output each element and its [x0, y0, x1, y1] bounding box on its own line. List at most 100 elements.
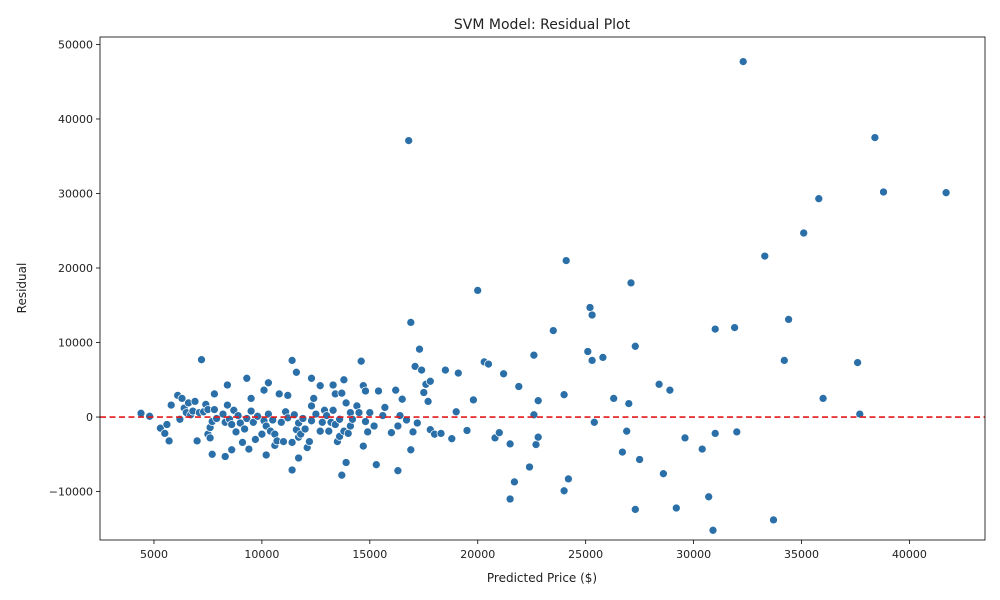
data-point: [406, 445, 416, 455]
data-point: [510, 477, 519, 487]
data-point: [704, 492, 714, 502]
data-point: [328, 380, 338, 390]
data-point: [665, 385, 675, 395]
data-point: [240, 424, 249, 434]
data-point: [587, 310, 597, 320]
data-point: [598, 353, 608, 362]
data-point: [533, 432, 543, 442]
data-points: [136, 57, 951, 535]
data-point: [525, 462, 534, 472]
data-point: [710, 429, 720, 438]
data-point: [371, 460, 381, 470]
data-point: [166, 400, 176, 410]
data-point: [300, 424, 310, 434]
data-point: [311, 409, 321, 419]
data-point: [654, 379, 664, 389]
data-point: [307, 401, 316, 411]
data-point: [585, 303, 595, 312]
data-point: [436, 429, 446, 438]
data-point: [404, 136, 414, 145]
x-axis-title: Predicted Price ($): [487, 571, 597, 585]
data-point: [337, 388, 347, 398]
data-point: [307, 373, 316, 383]
data-point: [587, 356, 597, 365]
data-point: [514, 382, 524, 391]
data-point: [533, 396, 543, 406]
x-tick-label: 25000: [568, 548, 603, 561]
x-tick-label: 15000: [352, 548, 387, 561]
data-point: [548, 326, 558, 335]
data-point: [235, 418, 245, 428]
data-point: [292, 367, 301, 377]
x-tick-label: 10000: [244, 548, 279, 561]
data-point: [246, 406, 256, 416]
data-point: [369, 421, 379, 431]
data-point: [164, 436, 174, 446]
data-point: [223, 400, 232, 410]
data-point: [246, 394, 256, 403]
data-point: [248, 417, 258, 427]
data-point: [268, 415, 278, 425]
data-point: [287, 438, 297, 447]
data-point: [618, 447, 627, 457]
data-point: [374, 386, 383, 396]
data-point: [410, 362, 420, 371]
data-point: [264, 378, 273, 388]
data-point: [870, 133, 880, 142]
data-point: [257, 429, 267, 439]
y-tick-label: 40000: [58, 113, 93, 126]
data-point: [218, 409, 228, 419]
data-point: [529, 350, 539, 360]
data-point: [441, 365, 450, 375]
data-point: [328, 405, 338, 415]
data-point: [343, 429, 353, 438]
data-point: [708, 525, 718, 535]
data-point: [624, 399, 634, 408]
data-point: [287, 356, 297, 365]
data-point: [276, 417, 286, 427]
data-point: [341, 398, 351, 408]
data-point: [626, 278, 636, 288]
data-point: [207, 449, 217, 459]
data-point: [223, 380, 232, 390]
data-point: [283, 391, 293, 400]
data-point: [505, 439, 515, 449]
data-point: [451, 407, 461, 417]
data-point: [227, 445, 237, 455]
data-point: [393, 421, 403, 431]
data-point: [779, 356, 789, 365]
data-point: [387, 428, 396, 438]
data-point: [769, 515, 778, 525]
data-point: [494, 428, 504, 438]
data-point: [317, 417, 327, 427]
x-tick-label: 40000: [892, 548, 927, 561]
y-tick-label: 10000: [58, 337, 93, 350]
y-tick-label: 50000: [58, 38, 93, 51]
y-tick-label: 30000: [58, 187, 93, 200]
data-point: [738, 57, 748, 66]
data-point: [499, 369, 508, 379]
data-point: [190, 397, 200, 406]
data-point: [697, 444, 707, 454]
data-point: [251, 435, 260, 444]
data-point: [365, 408, 375, 417]
data-point: [378, 411, 388, 420]
data-point: [531, 440, 541, 449]
data-point: [469, 395, 478, 405]
x-tick-label: 30000: [676, 548, 711, 561]
x-tick-label: 5000: [140, 548, 168, 561]
data-point: [462, 426, 472, 435]
data-point: [324, 426, 334, 436]
axes-border: [99, 36, 986, 541]
data-point: [356, 356, 366, 366]
data-point: [287, 465, 297, 475]
data-point: [244, 444, 254, 454]
data-point: [853, 358, 862, 367]
y-tick-label: 0: [86, 411, 93, 424]
data-point: [659, 469, 668, 479]
data-point: [423, 397, 433, 406]
data-point: [298, 414, 308, 423]
data-point: [380, 403, 390, 412]
data-point: [205, 433, 215, 443]
data-point: [233, 411, 243, 420]
